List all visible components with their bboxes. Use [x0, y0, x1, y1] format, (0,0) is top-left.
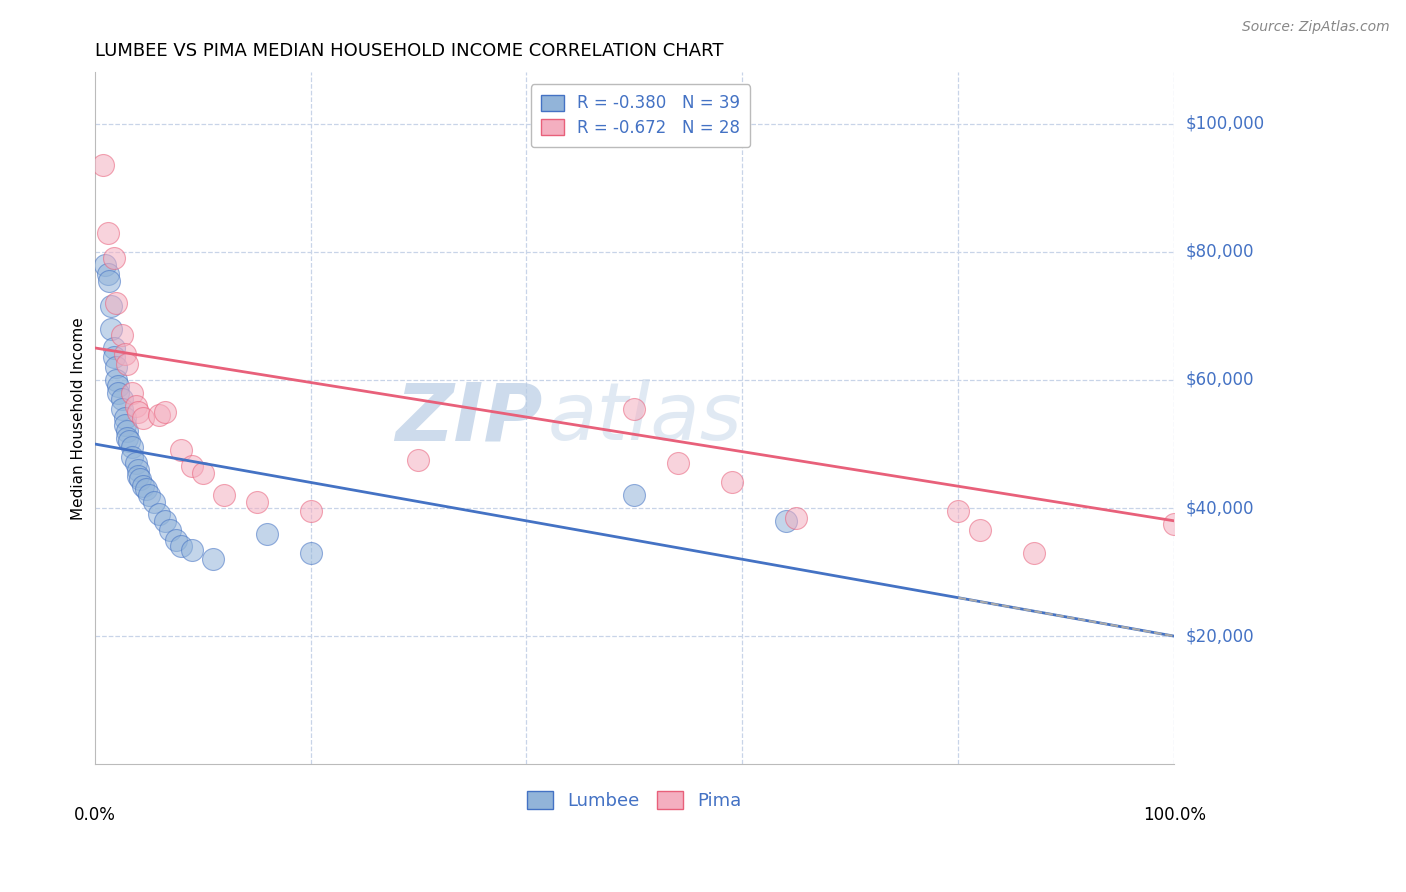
Point: [100, 299, 122, 313]
Point: [103, 351, 125, 365]
Point: [103, 341, 125, 355]
Text: atlas: atlas: [548, 379, 742, 458]
Point: [105, 296, 128, 310]
Point: [110, 328, 132, 343]
Point: [96, 226, 118, 240]
Point: [170, 540, 193, 554]
Text: $40,000: $40,000: [1185, 499, 1254, 517]
Point: [969, 524, 991, 538]
Point: [96, 267, 118, 281]
Point: [408, 453, 430, 467]
Point: [212, 488, 235, 502]
Point: [623, 488, 645, 502]
Point: [107, 385, 129, 400]
Text: Source: ZipAtlas.com: Source: ZipAtlas.com: [1241, 20, 1389, 34]
Point: [666, 456, 689, 470]
Point: [115, 357, 138, 371]
Point: [153, 514, 176, 528]
Point: [105, 373, 128, 387]
Text: 0.0%: 0.0%: [73, 805, 115, 824]
Point: [138, 488, 160, 502]
Legend: Lumbee, Pima: Lumbee, Pima: [520, 784, 748, 817]
Text: $80,000: $80,000: [1185, 243, 1254, 260]
Point: [110, 401, 132, 416]
Point: [103, 251, 125, 265]
Point: [191, 466, 214, 480]
Point: [132, 411, 155, 425]
Point: [720, 475, 742, 490]
Point: [115, 424, 138, 438]
Point: [132, 478, 155, 492]
Point: [148, 408, 170, 422]
Point: [127, 405, 149, 419]
Point: [148, 508, 170, 522]
Point: [110, 392, 132, 406]
Point: [124, 399, 146, 413]
Point: [142, 494, 165, 508]
Point: [118, 434, 141, 448]
Point: [114, 417, 136, 432]
Point: [165, 533, 187, 547]
Point: [159, 524, 181, 538]
Point: [153, 405, 176, 419]
Text: ZIP: ZIP: [395, 379, 543, 458]
Text: LUMBEE VS PIMA MEDIAN HOUSEHOLD INCOME CORRELATION CHART: LUMBEE VS PIMA MEDIAN HOUSEHOLD INCOME C…: [94, 42, 723, 60]
Point: [948, 504, 970, 518]
Point: [180, 459, 202, 474]
Point: [127, 462, 149, 476]
Point: [775, 514, 797, 528]
Point: [245, 494, 267, 508]
Point: [115, 431, 138, 445]
Point: [1022, 546, 1045, 560]
Point: [114, 347, 136, 361]
Point: [121, 440, 143, 454]
Point: [107, 379, 129, 393]
Point: [135, 482, 157, 496]
Point: [114, 411, 136, 425]
Point: [129, 472, 152, 486]
Point: [124, 456, 146, 470]
Point: [785, 510, 807, 524]
Point: [97, 274, 120, 288]
Point: [299, 546, 322, 560]
Point: [94, 258, 117, 272]
Y-axis label: Median Household Income: Median Household Income: [72, 317, 86, 520]
Text: $60,000: $60,000: [1185, 371, 1254, 389]
Point: [1163, 516, 1185, 531]
Point: [180, 542, 202, 557]
Point: [170, 443, 193, 458]
Point: [202, 552, 225, 566]
Point: [91, 158, 114, 172]
Point: [121, 385, 143, 400]
Text: $100,000: $100,000: [1185, 115, 1264, 133]
Point: [100, 321, 122, 335]
Text: 100.0%: 100.0%: [1143, 805, 1206, 824]
Point: [105, 360, 128, 375]
Point: [623, 401, 645, 416]
Text: $20,000: $20,000: [1185, 627, 1254, 645]
Point: [127, 469, 149, 483]
Point: [299, 504, 322, 518]
Point: [121, 450, 143, 464]
Point: [256, 526, 278, 541]
